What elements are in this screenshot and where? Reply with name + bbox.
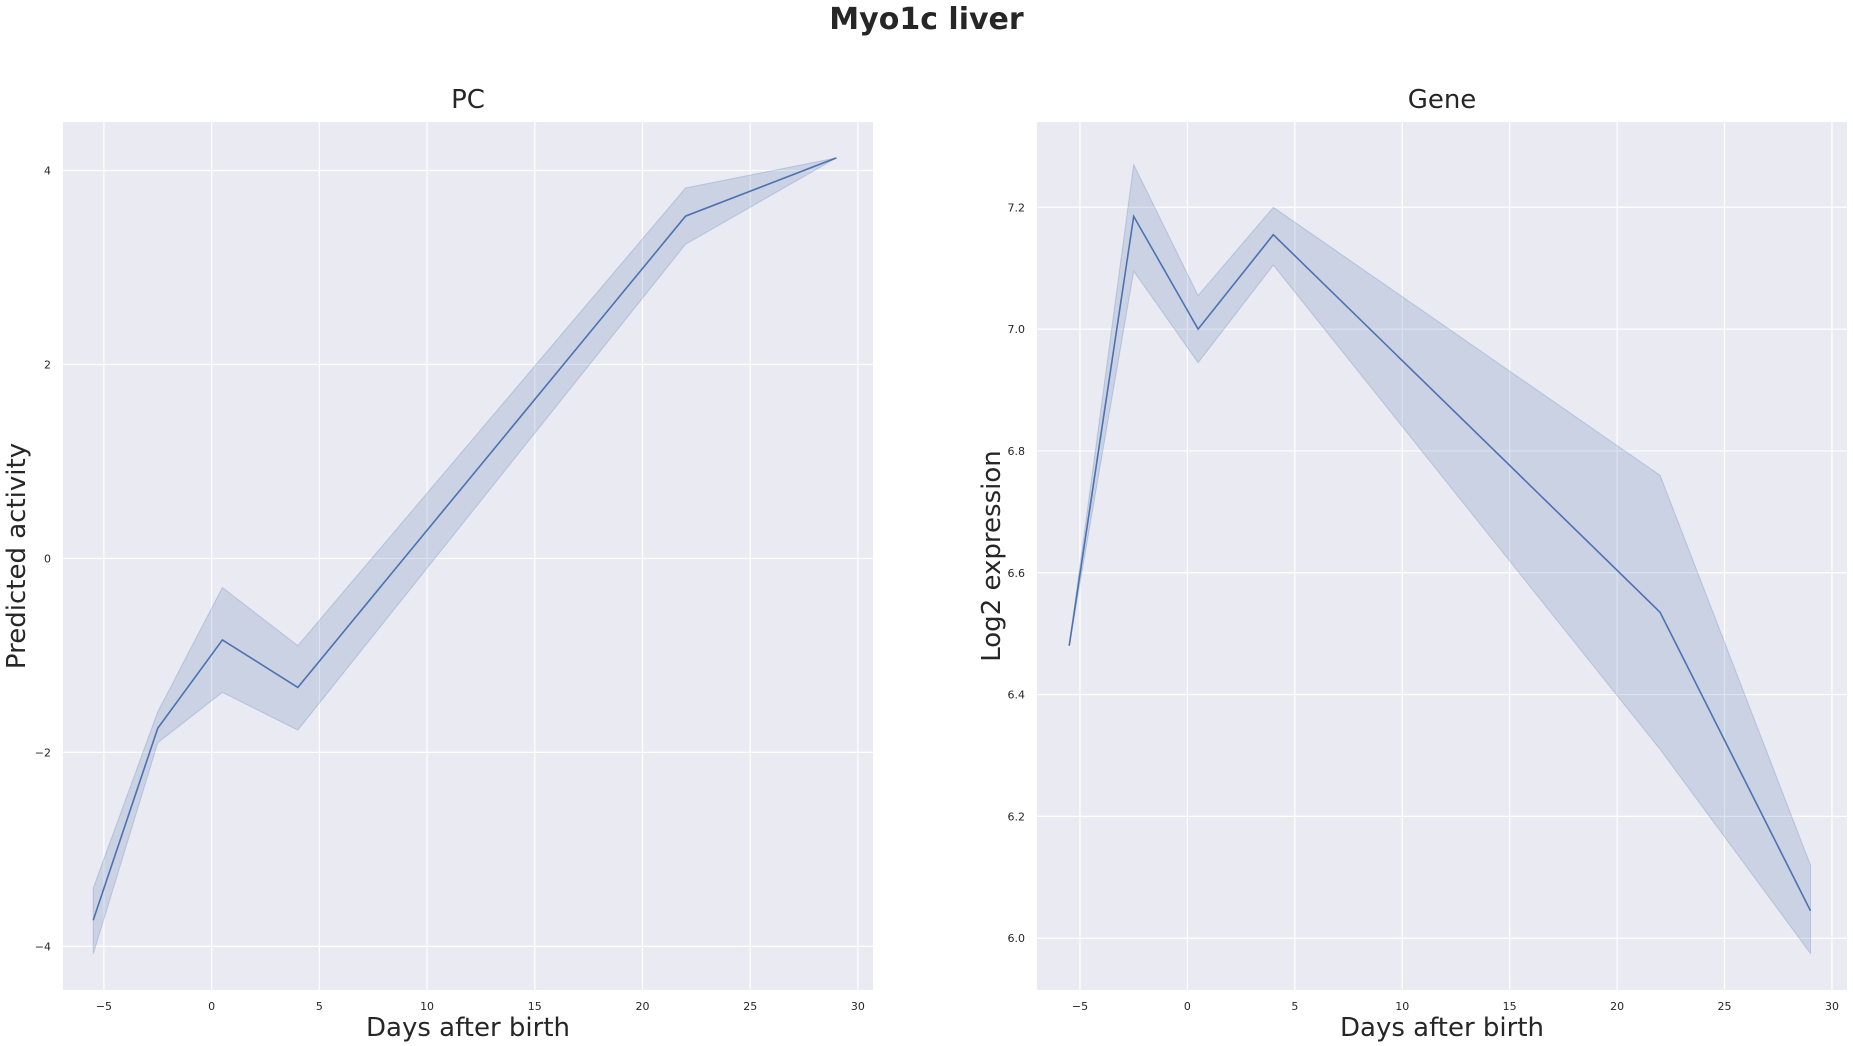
gene-x-tick-label: 5 [1291,1000,1298,1013]
pc-x-tick-label: −5 [96,1000,112,1013]
pc-y-tick-label: 4 [44,164,51,177]
pc-plot-area [63,122,873,990]
gene-panel: −5 0 5 10 15 20 25 30 6.0 6.2 6.4 6.6 6.8 7.0 7.2 Gene D… [977,85,1847,1043]
gene-plot-area [1037,122,1847,990]
gene-x-tick-label: 25 [1718,1000,1732,1013]
gene-x-tick-label: 0 [1184,1000,1191,1013]
gene-y-tick-label: 6.8 [1008,445,1026,458]
gene-x-tick-label: 15 [1503,1000,1517,1013]
pc-x-tick-label: 10 [420,1000,434,1013]
gene-y-tick-label: 7.2 [1008,201,1026,214]
pc-y-tick-label: 0 [44,552,51,565]
gene-series-line [1068,214,1812,912]
pc-x-tick-label: 25 [743,1000,757,1013]
gene-y-axis-title: Log2 expression [977,450,1007,662]
pc-y-tick-label: 2 [44,358,51,371]
pc-x-tick-label: 15 [528,1000,542,1013]
pc-panel-title: PC [451,85,485,115]
pc-y-tick-label: −4 [35,940,51,953]
pc-confidence-band [92,157,837,955]
pc-x-tick-label: 20 [635,1000,649,1013]
pc-y-tick-label: −2 [35,746,51,759]
gene-panel-title: Gene [1408,85,1477,115]
pc-panel: −5 0 5 10 15 20 25 30 −4 −2 0 2 4 PC Days after birth P… [2,85,873,1043]
gene-x-axis-title: Days after birth [1340,1013,1544,1043]
pc-series-line [92,157,837,921]
pc-y-axis-title: Predicted activity [2,443,32,669]
gene-y-tick-label: 6.6 [1008,567,1026,580]
gene-x-tick-label: −5 [1072,1000,1088,1013]
pc-x-tick-label: 5 [316,1000,323,1013]
gene-x-tick-label: 30 [1825,1000,1839,1013]
gene-y-tick-label: 6.2 [1008,810,1026,823]
pc-x-tick-label: 30 [851,1000,865,1013]
figure-title: Myo1c liver [829,2,1024,37]
pc-x-axis-title: Days after birth [366,1013,570,1043]
gene-y-tick-label: 6.4 [1008,689,1026,702]
gene-y-tick-label: 6.0 [1008,932,1026,945]
pc-x-tick-label: 0 [208,1000,215,1013]
gene-x-tick-label: 10 [1395,1000,1409,1013]
gene-y-tick-label: 7.0 [1008,323,1026,336]
gene-x-tick-label: 20 [1610,1000,1624,1013]
